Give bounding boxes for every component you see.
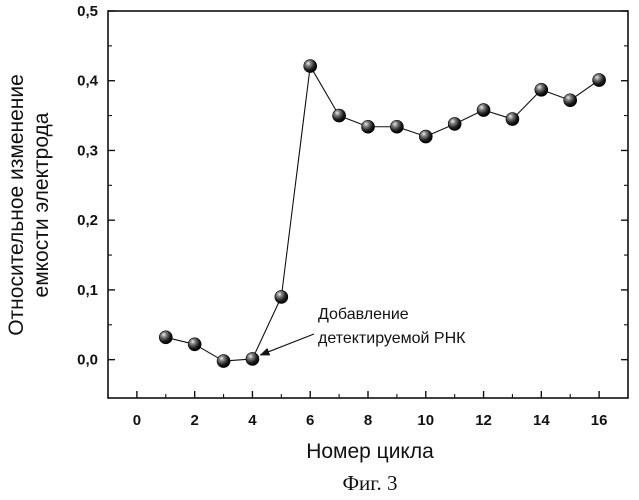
x-tick-label: 2 — [190, 412, 198, 429]
x-tick-label: 12 — [475, 412, 492, 429]
x-tick-label: 0 — [133, 412, 141, 429]
data-point — [246, 352, 259, 365]
x-tick-label: 16 — [591, 412, 608, 429]
y-tick-label: 0,2 — [77, 212, 98, 229]
series-segment — [252, 297, 281, 359]
y-tick-label: 0,3 — [77, 142, 98, 159]
annotation-arrow — [260, 334, 314, 355]
y-tick-label: 0,0 — [77, 352, 98, 369]
data-point — [275, 290, 288, 303]
data-point — [419, 130, 432, 143]
series-segment — [281, 66, 310, 297]
y-axis-label-line-1: Относительное изменение — [5, 74, 28, 336]
data-point — [188, 338, 201, 351]
x-tick-label: 10 — [417, 412, 434, 429]
x-tick-label: 14 — [533, 412, 550, 429]
data-point — [217, 355, 230, 368]
series-segment — [310, 66, 339, 116]
data-point — [362, 120, 375, 133]
annotation-text-line-2: детектируемой РНК — [318, 330, 466, 347]
y-tick-label: 0,5 — [77, 3, 98, 20]
x-axis-label: Номер цикла — [306, 440, 434, 463]
data-point — [159, 331, 172, 344]
y-tick-label: 0,4 — [77, 73, 99, 90]
data-point — [448, 117, 461, 130]
x-tick-label: 6 — [306, 412, 314, 429]
x-tick-label: 8 — [364, 412, 372, 429]
data-point — [333, 109, 346, 122]
figure-caption: Фиг. 3 — [342, 471, 397, 495]
data-point — [506, 113, 519, 126]
data-point — [477, 104, 490, 117]
data-point — [564, 94, 577, 107]
y-tick-label: 0,1 — [77, 282, 98, 299]
y-axis-label-line-2: емкости электрода — [30, 112, 53, 297]
data-point — [390, 120, 403, 133]
x-axis: 0 2 4 6 8 10 12 14 16 — [108, 391, 628, 429]
data-point — [593, 74, 606, 87]
data-point — [535, 83, 548, 96]
annotation-text-line-1: Добавление — [318, 306, 409, 323]
x-tick-label: 4 — [248, 412, 257, 429]
data-point — [304, 60, 317, 73]
